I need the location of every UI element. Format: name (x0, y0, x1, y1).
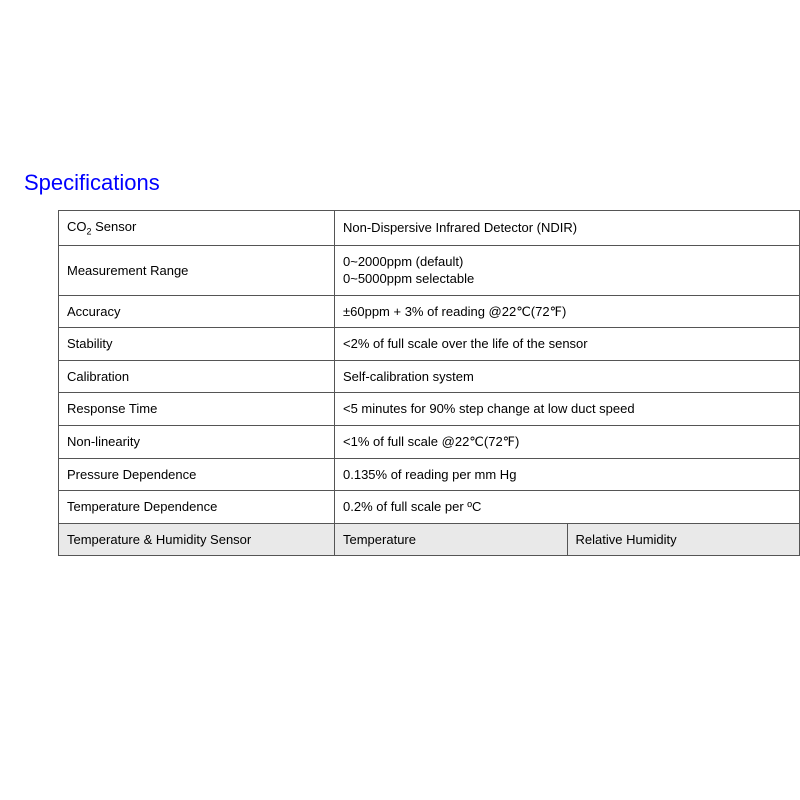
spec-label: Measurement Range (59, 245, 335, 295)
spec-value: <2% of full scale over the life of the s… (335, 328, 800, 361)
spec-value: 0~2000ppm (default)0~5000ppm selectable (335, 245, 800, 295)
spec-value: <1% of full scale @22℃(72℉) (335, 426, 800, 459)
spec-value: 0.2% of full scale per ºC (335, 491, 800, 524)
spec-label: Pressure Dependence (59, 458, 335, 491)
spec-value: 0.135% of reading per mm Hg (335, 458, 800, 491)
spec-subheader-temp: Temperature (335, 523, 568, 556)
spec-subheader-rh: Relative Humidity (567, 523, 800, 556)
spec-page: Specifications CO2 Sensor Non-Dispersive… (0, 0, 800, 556)
spec-value: <5 minutes for 90% step change at low du… (335, 393, 800, 426)
spec-value: Non-Dispersive Infrared Detector (NDIR) (335, 211, 800, 246)
spec-label-co2-sensor: CO2 Sensor (59, 211, 335, 246)
table-row: Measurement Range 0~2000ppm (default)0~5… (59, 245, 800, 295)
spec-value: Self-calibration system (335, 360, 800, 393)
table-row: Pressure Dependence 0.135% of reading pe… (59, 458, 800, 491)
table-row-split-header: Temperature & Humidity Sensor Temperatur… (59, 523, 800, 556)
spec-label: Temperature Dependence (59, 491, 335, 524)
table-row: Calibration Self-calibration system (59, 360, 800, 393)
spec-label: Temperature & Humidity Sensor (59, 523, 335, 556)
spec-value: ±60ppm + 3% of reading @22℃(72℉) (335, 295, 800, 328)
table-row: Accuracy ±60ppm + 3% of reading @22℃(72℉… (59, 295, 800, 328)
table-row: Non-linearity <1% of full scale @22℃(72℉… (59, 426, 800, 459)
spec-label: Response Time (59, 393, 335, 426)
table-row: Response Time <5 minutes for 90% step ch… (59, 393, 800, 426)
table-row: CO2 Sensor Non-Dispersive Infrared Detec… (59, 211, 800, 246)
table-row: Stability <2% of full scale over the lif… (59, 328, 800, 361)
section-title: Specifications (24, 170, 800, 196)
spec-label: Stability (59, 328, 335, 361)
spec-table: CO2 Sensor Non-Dispersive Infrared Detec… (58, 210, 800, 556)
table-row: Temperature Dependence 0.2% of full scal… (59, 491, 800, 524)
spec-label: Non-linearity (59, 426, 335, 459)
spec-label: Accuracy (59, 295, 335, 328)
spec-label: Calibration (59, 360, 335, 393)
